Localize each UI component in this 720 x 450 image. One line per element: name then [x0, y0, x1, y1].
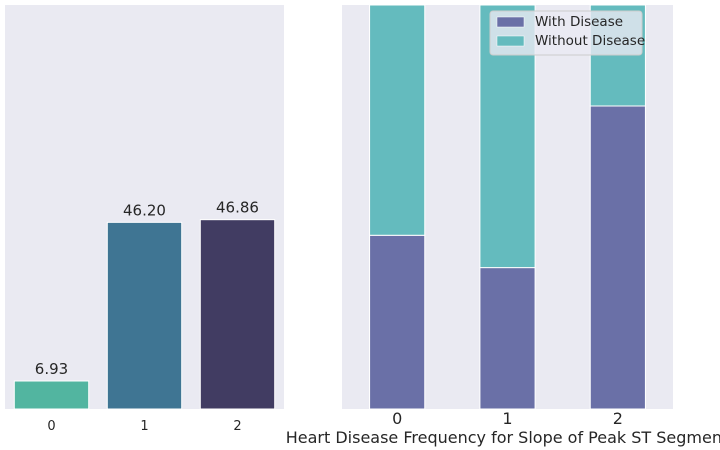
left-bar-0 — [13, 380, 90, 410]
legend-label-without-disease: Without Disease — [535, 33, 645, 49]
left-x-tick-1: 1 — [140, 419, 148, 434]
right-bar-0-without-disease — [369, 4, 426, 236]
left-x-tick-0: 0 — [47, 419, 55, 434]
left-chart: 6.93 46.20 46.86 0 1 2 — [5, 5, 284, 434]
left-bar-value-1: 46.20 — [123, 201, 166, 219]
legend: With Disease Without Disease — [489, 10, 645, 56]
right-chart: 0 1 2 Heart Disease Frequency for Slope of… — [286, 4, 720, 447]
legend-box — [489, 10, 643, 56]
right-bar-0-with-disease — [369, 234, 426, 410]
right-x-tick-2: 2 — [613, 409, 623, 428]
left-bar-value-0: 6.93 — [35, 360, 68, 378]
right-x-axis-label: Heart Disease Frequency for Slope of Pea… — [286, 428, 720, 447]
left-bar-1 — [106, 221, 183, 410]
left-x-tick-2: 2 — [233, 419, 241, 434]
right-bar-2-with-disease — [589, 105, 646, 410]
legend-label-with-disease: With Disease — [535, 14, 623, 30]
left-bar-value-2: 46.86 — [216, 199, 259, 217]
legend-swatch-with-disease — [496, 16, 525, 28]
right-x-tick-0: 0 — [392, 409, 402, 428]
left-bar-2 — [199, 219, 276, 410]
right-x-tick-1: 1 — [502, 409, 512, 428]
legend-swatch-without-disease — [496, 35, 525, 47]
right-bar-1-with-disease — [479, 267, 536, 410]
